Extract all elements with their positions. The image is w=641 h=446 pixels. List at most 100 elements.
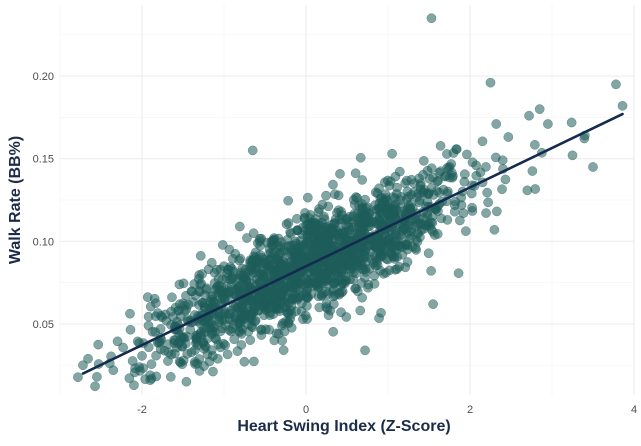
scatter-point <box>328 326 339 337</box>
scatter-point <box>181 290 191 301</box>
scatter-point <box>477 136 488 147</box>
scatter-point <box>196 278 207 289</box>
scatter-point <box>412 228 423 239</box>
scatter-point <box>323 310 334 321</box>
scatter-point <box>370 187 381 198</box>
scatter-point <box>129 380 139 391</box>
scatter-point <box>205 296 216 307</box>
scatter-point <box>208 366 218 377</box>
scatter-point <box>190 290 201 301</box>
scatter-point <box>264 310 275 320</box>
scatter-point <box>334 289 345 300</box>
scatter-point <box>269 335 280 346</box>
scatter-point <box>527 166 538 176</box>
scatter-point <box>191 338 201 348</box>
scatter-point <box>239 310 250 320</box>
scatter-point <box>566 117 577 128</box>
scatter-point <box>73 372 83 383</box>
scatter-point <box>229 311 240 322</box>
scatter-point <box>471 170 482 181</box>
scatter-point <box>174 279 185 290</box>
scatter-point <box>137 350 147 361</box>
scatter-point <box>108 365 119 376</box>
scatter-point <box>383 209 393 219</box>
scatter-point <box>335 235 346 246</box>
scatter-point <box>423 248 434 259</box>
scatter-point <box>611 79 621 90</box>
scatter-point <box>350 168 361 179</box>
scatter-point <box>264 243 275 254</box>
scatter-point <box>150 327 161 337</box>
scatter-point <box>374 203 385 214</box>
scatter-point <box>178 355 189 366</box>
scatter-point <box>146 359 157 370</box>
scatter-point <box>78 360 88 371</box>
scatter-point <box>310 276 320 287</box>
scatter-point <box>363 208 374 219</box>
scatter-point <box>418 156 429 166</box>
scatter-point <box>490 152 501 163</box>
scatter-point <box>377 251 388 261</box>
scatter-point <box>222 349 233 360</box>
scatter-point <box>167 292 177 303</box>
scatter-point <box>351 192 361 202</box>
scatter-point <box>150 298 161 308</box>
scatter-point <box>357 175 368 185</box>
scatter-point <box>165 372 176 382</box>
scatter-point <box>92 371 102 382</box>
y-tick-label: 0.05 <box>33 319 54 331</box>
scatter-point <box>357 292 367 303</box>
scatter-point <box>344 211 355 222</box>
scatter-point <box>226 280 237 291</box>
scatter-point <box>412 236 423 247</box>
scatter-point <box>194 300 204 310</box>
scatter-point <box>482 187 493 198</box>
scatter-point <box>434 187 445 198</box>
scatter-point <box>180 305 190 316</box>
scatter-point <box>290 283 301 294</box>
scatter-point <box>213 273 224 284</box>
scatter-point <box>282 247 293 258</box>
scatter-point <box>387 148 397 159</box>
scatter-point <box>93 339 104 350</box>
scatter-point <box>356 226 367 237</box>
scatter-point <box>112 336 123 347</box>
scatter-point <box>460 226 471 236</box>
scatter-point <box>217 240 228 250</box>
y-tick-label: 0.20 <box>33 71 54 83</box>
scatter-point <box>406 199 416 210</box>
scatter-point <box>277 318 288 329</box>
scatter-point <box>392 252 402 262</box>
scatter-point <box>300 310 311 321</box>
scatter-point <box>543 119 553 129</box>
scatter-point <box>380 189 391 200</box>
scatter-point <box>203 264 214 275</box>
scatter-point <box>256 330 267 340</box>
scatter-point <box>207 329 217 340</box>
scatter-point <box>328 179 338 190</box>
scatter-point <box>163 356 173 366</box>
scatter-point <box>281 219 292 229</box>
scatter-point <box>250 294 261 305</box>
scatter-point <box>301 274 311 284</box>
scatter-point <box>329 189 340 200</box>
scatter-point <box>428 299 438 309</box>
scatter-point <box>328 242 338 252</box>
scatter-point <box>417 219 428 230</box>
scatter-point <box>145 375 156 385</box>
scatter-point <box>268 294 278 304</box>
scatter-point <box>247 145 258 156</box>
scatter-point <box>588 162 598 172</box>
scatter-point <box>503 132 514 142</box>
scatter-point <box>249 356 259 367</box>
scatter-point <box>143 320 154 331</box>
scatter-point <box>83 353 93 364</box>
y-tick-label: 0.15 <box>33 154 54 166</box>
scatter-point <box>522 185 533 196</box>
scatter-point <box>444 162 455 172</box>
scatter-point <box>297 298 307 309</box>
x-tick-label: 0 <box>303 404 309 416</box>
scatter-point <box>360 345 370 356</box>
